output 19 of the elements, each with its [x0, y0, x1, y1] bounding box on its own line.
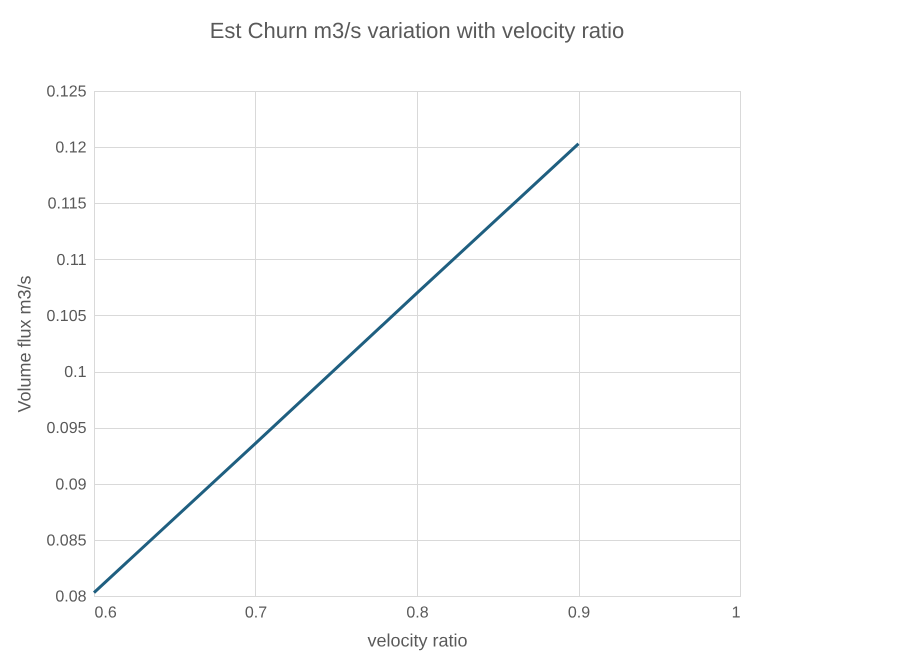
x-tick-label: 0.6: [94, 604, 117, 622]
y-tick-label: 0.08: [55, 588, 87, 606]
line-series: [92, 142, 580, 594]
y-axis-title: Volume flux m3/s: [14, 275, 34, 413]
y-tick-label: 0.1: [64, 364, 87, 382]
y-tick-label: 0.085: [46, 532, 87, 550]
y-tick-label: 0.09: [55, 476, 87, 494]
chart-title: Est Churn m3/s variation with velocity ratio: [210, 18, 624, 43]
x-axis-title: velocity ratio: [367, 630, 468, 650]
x-tick-label: 1: [732, 604, 741, 622]
x-tick-label: 0.9: [568, 604, 590, 622]
x-tick-label: 0.8: [406, 604, 429, 622]
x-tick-label: 0.7: [244, 604, 268, 622]
y-tick-label: 0.11: [56, 252, 87, 269]
y-tick-label: 0.095: [46, 420, 87, 438]
y-tick-label: 0.125: [46, 84, 87, 100]
y-tick-label: 0.12: [55, 140, 87, 157]
y-tick-label: 0.105: [46, 308, 87, 325]
y-tick-label: 0.115: [48, 196, 87, 213]
